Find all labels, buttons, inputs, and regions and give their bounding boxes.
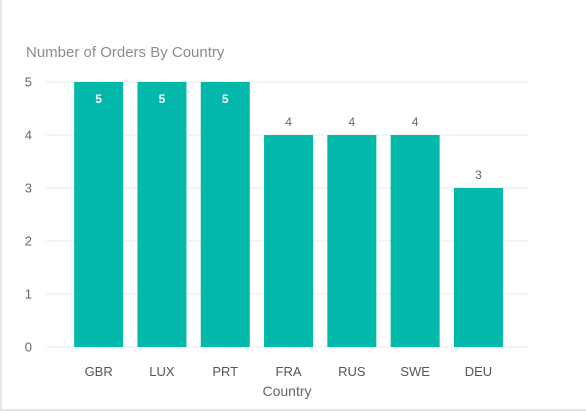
data-label-swe: 4	[412, 115, 419, 129]
bar-fra	[264, 135, 314, 347]
bars	[74, 82, 503, 347]
x-tick-label-fra: FRA	[276, 364, 302, 379]
data-label-deu: 3	[475, 168, 482, 182]
data-label-fra: 4	[285, 115, 292, 129]
y-tick-label-3: 3	[25, 181, 32, 196]
y-tick-label-5: 5	[25, 75, 32, 90]
bar-gbr	[74, 82, 124, 347]
data-label-lux: 5	[159, 92, 166, 106]
x-axis-title: Country	[262, 383, 311, 399]
y-tick-label-0: 0	[25, 340, 32, 355]
x-axis-ticks: GBR LUX PRT FRA RUS SWE DEU	[85, 364, 493, 379]
data-label-rus: 4	[349, 115, 356, 129]
x-tick-label-gbr: GBR	[85, 364, 113, 379]
data-labels: 5 5 5 4 4 4 3	[95, 92, 482, 182]
bar-prt	[200, 82, 250, 347]
chart-title: Number of Orders By Country	[26, 44, 225, 61]
x-tick-label-rus: RUS	[338, 364, 366, 379]
x-tick-label-prt: PRT	[212, 364, 238, 379]
x-tick-label-lux: LUX	[149, 364, 175, 379]
bar-lux	[137, 82, 187, 347]
y-tick-label-4: 4	[25, 128, 32, 143]
y-tick-label-2: 2	[25, 234, 32, 249]
data-label-gbr: 5	[95, 92, 102, 106]
data-label-prt: 5	[222, 92, 229, 106]
x-tick-label-deu: DEU	[465, 364, 492, 379]
bar-rus	[327, 135, 377, 347]
x-tick-label-swe: SWE	[400, 364, 430, 379]
y-tick-label-1: 1	[25, 287, 32, 302]
bar-swe	[390, 135, 440, 347]
bar-deu	[453, 188, 503, 347]
y-axis-ticks: 0 1 2 3 4 5	[25, 75, 32, 355]
